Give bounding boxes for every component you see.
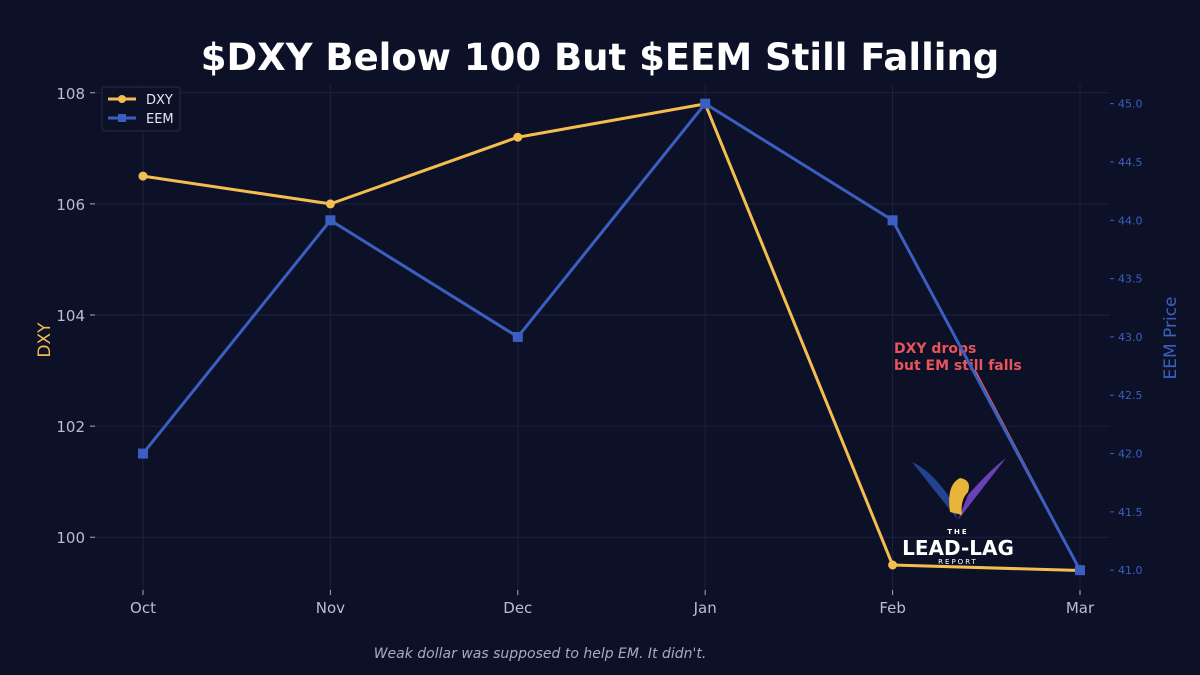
right-tick-label: 42.5 (1118, 389, 1143, 402)
series-line-dxy (142, 102, 1081, 573)
right-tick-label: 44.5 (1118, 156, 1143, 169)
axes: Oct Nov Dec Jan Feb Mar 100 102 104 106 108 41.0 41.… (56, 85, 1142, 617)
x-tick-label: Oct (130, 599, 156, 617)
logo-report: REPORT (938, 558, 978, 566)
lead-lag-logo: THE LEAD-LAG REPORT (902, 458, 1014, 566)
right-tick-label: 43.0 (1118, 331, 1143, 344)
data-point-eem (700, 98, 711, 109)
right-tick-label: 41.5 (1118, 506, 1143, 519)
left-tick-label: 102 (56, 418, 85, 436)
left-tick-label: 104 (56, 307, 85, 325)
data-point-eem (325, 215, 336, 226)
legend-marker (118, 95, 126, 103)
left-tick-label: 100 (56, 529, 85, 547)
data-point-eem (138, 448, 148, 459)
right-tick-label: 44.0 (1118, 214, 1143, 227)
right-tick-label: 43.5 (1118, 273, 1143, 286)
x-tick-label: Jan (693, 599, 717, 617)
right-tick-label: 42.0 (1118, 448, 1143, 461)
annotation-text: DXY drops (894, 341, 976, 357)
data-point-dxy (325, 199, 335, 209)
legend-label: DXY (146, 93, 173, 108)
series-line-eem (141, 102, 1082, 571)
left-tick-label: 106 (56, 196, 85, 214)
annotation-text: but EM still falls (894, 358, 1022, 374)
caption: Weak dollar was supposed to help EM. It … (374, 646, 707, 662)
series (138, 98, 1085, 576)
legend: DXY EEM (101, 86, 181, 132)
data-point-eem (512, 331, 523, 342)
right-tick-label: 45.0 (1118, 98, 1143, 111)
right-tick-label: 41.0 (1118, 564, 1143, 577)
right-axis-label: EEM Price (1161, 296, 1181, 379)
x-tick-label: Mar (1066, 599, 1095, 617)
x-tick-label: Dec (503, 599, 532, 617)
data-point-dxy (888, 560, 898, 570)
x-tick-label: Feb (879, 599, 906, 617)
logo-main: LEAD-LAG (902, 536, 1014, 560)
x-tick-label: Nov (316, 599, 345, 617)
legend-marker (118, 114, 126, 122)
data-point-dxy (138, 171, 148, 181)
data-point-eem (887, 215, 898, 226)
grid (95, 85, 1110, 590)
chart-title: $DXY Below 100 But $EEM Still Falling (201, 36, 1000, 79)
data-point-eem (1075, 565, 1085, 576)
logo-the: THE (947, 528, 968, 536)
left-axis-label: DXY (35, 322, 55, 358)
legend-label: EEM (146, 112, 174, 127)
left-tick-label: 108 (56, 85, 85, 103)
data-point-dxy (513, 132, 523, 142)
